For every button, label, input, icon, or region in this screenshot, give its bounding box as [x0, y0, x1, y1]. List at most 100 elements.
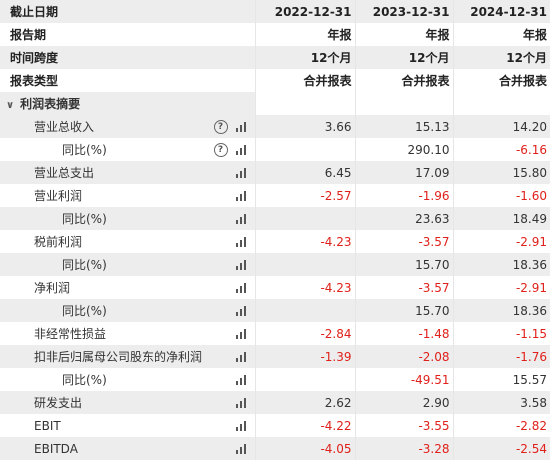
- bar-chart-icon[interactable]: [235, 397, 246, 408]
- value-cell: 15.70: [354, 253, 453, 276]
- metric-name: 税前利润: [34, 235, 83, 249]
- bar-chart-icon[interactable]: [235, 213, 246, 224]
- value-cell: -4.23: [254, 230, 355, 253]
- table-row: 同比(%) 15.70 18.36: [0, 299, 550, 322]
- bar-chart-icon[interactable]: [235, 305, 246, 316]
- header-label: 截止日期: [0, 0, 255, 23]
- row-icons: ?: [206, 119, 255, 134]
- section-title: 利润表摘要: [20, 97, 81, 111]
- header-value: 12个月: [354, 46, 453, 69]
- row-icons: [206, 167, 255, 178]
- row-icons: [206, 397, 255, 408]
- empty-cell: [354, 92, 453, 115]
- value-cell: -2.91: [452, 276, 550, 299]
- row-label-cell: EBIT: [0, 414, 255, 437]
- header-value: 合并报表: [254, 69, 355, 92]
- table-row: 同比(%) -49.51 15.57: [0, 368, 550, 391]
- value-cell: -4.05: [254, 437, 355, 460]
- value-cell: -2.84: [254, 322, 355, 345]
- row-label-cell: 营业总支出: [0, 161, 255, 184]
- empty-cell: [452, 92, 550, 115]
- table-row: 营业总支出 6.45 17.09 15.80: [0, 161, 550, 184]
- metric-name: 同比(%): [62, 258, 107, 272]
- row-icons: [206, 213, 255, 224]
- bar-chart-icon[interactable]: [235, 121, 246, 132]
- row-label: 同比(%): [0, 299, 255, 322]
- header-label: 报表类型: [10, 74, 59, 88]
- value-cell: -1.15: [452, 322, 550, 345]
- metric-name: EBITDA: [34, 441, 78, 456]
- value-cell: 15.57: [452, 368, 550, 391]
- row-label-cell: 营业总收入?: [0, 115, 255, 138]
- row-label-cell: 同比(%)?: [0, 138, 255, 161]
- row-label-cell: 同比(%): [0, 299, 255, 322]
- row-icons: [206, 328, 255, 339]
- value-cell: 15.70: [354, 299, 453, 322]
- bar-chart-icon[interactable]: [235, 282, 246, 293]
- bar-chart-icon[interactable]: [235, 374, 246, 385]
- row-label: EBIT: [0, 414, 255, 437]
- header-row-period: 报告期 年报 年报 年报: [0, 23, 550, 46]
- chevron-down-icon[interactable]: ∨: [6, 100, 15, 111]
- value-cell: 14.20: [452, 115, 550, 138]
- value-cell: -3.28: [354, 437, 453, 460]
- row-label-cell: 净利润: [0, 276, 255, 299]
- bar-chart-icon[interactable]: [235, 236, 246, 247]
- row-label: 营业总支出: [0, 161, 255, 184]
- header-label: 时间跨度: [0, 46, 255, 69]
- section-toggle[interactable]: ∨ 利润表摘要: [0, 92, 255, 115]
- value-cell: 15.13: [354, 115, 453, 138]
- row-icons: [206, 282, 255, 293]
- section-row[interactable]: ∨ 利润表摘要: [0, 92, 550, 115]
- value-cell: [254, 299, 355, 322]
- value-cell: 17.09: [354, 161, 453, 184]
- metric-name: 同比(%): [62, 212, 107, 226]
- row-label-cell: 税前利润: [0, 230, 255, 253]
- bar-chart-icon[interactable]: [235, 443, 246, 454]
- header-value: 年报: [354, 23, 453, 46]
- question-circle-icon[interactable]: ?: [213, 119, 228, 134]
- metric-name: 营业总支出: [34, 166, 95, 180]
- value-cell: -49.51: [354, 368, 453, 391]
- row-icons: [206, 259, 255, 270]
- header-value: 12个月: [452, 46, 550, 69]
- metric-name: 净利润: [34, 281, 71, 295]
- value-cell: 18.36: [452, 253, 550, 276]
- value-cell: [254, 138, 355, 161]
- row-label-cell: 同比(%): [0, 207, 255, 230]
- value-cell: 23.63: [354, 207, 453, 230]
- value-cell: -2.91: [452, 230, 550, 253]
- bar-chart-icon[interactable]: [235, 420, 246, 431]
- table-row: 同比(%)? 290.10 -6.16: [0, 138, 550, 161]
- value-cell: 3.66: [254, 115, 355, 138]
- bar-chart-icon[interactable]: [235, 328, 246, 339]
- row-label: 同比(%): [0, 207, 255, 230]
- value-cell: 3.58: [452, 391, 550, 414]
- header-value: 年报: [452, 23, 550, 46]
- row-label: 研发支出: [0, 391, 255, 414]
- row-icons: [206, 443, 255, 454]
- value-cell: 290.10: [354, 138, 453, 161]
- row-label: 扣非后归属母公司股东的净利润: [0, 345, 255, 368]
- value-cell: 2.90: [354, 391, 453, 414]
- value-cell: -1.48: [354, 322, 453, 345]
- header-value: 合并报表: [354, 69, 453, 92]
- row-label-cell: 非经常性损益: [0, 322, 255, 345]
- question-circle-icon[interactable]: ?: [213, 142, 228, 157]
- bar-chart-icon[interactable]: [235, 259, 246, 270]
- table-row: 营业总收入? 3.66 15.13 14.20: [0, 115, 550, 138]
- value-cell: -4.22: [254, 414, 355, 437]
- row-label: 同比(%): [0, 368, 255, 391]
- row-label: 非经常性损益: [0, 322, 255, 345]
- bar-chart-icon[interactable]: [235, 144, 246, 155]
- value-cell: -3.55: [354, 414, 453, 437]
- bar-chart-icon[interactable]: [235, 351, 246, 362]
- row-icons: [206, 374, 255, 385]
- table-row: 扣非后归属母公司股东的净利润 -1.39 -2.08 -1.76: [0, 345, 550, 368]
- row-label-cell: 同比(%): [0, 253, 255, 276]
- bar-chart-icon[interactable]: [235, 167, 246, 178]
- bar-chart-icon[interactable]: [235, 190, 246, 201]
- value-cell: [254, 253, 355, 276]
- row-label: 净利润: [0, 276, 255, 299]
